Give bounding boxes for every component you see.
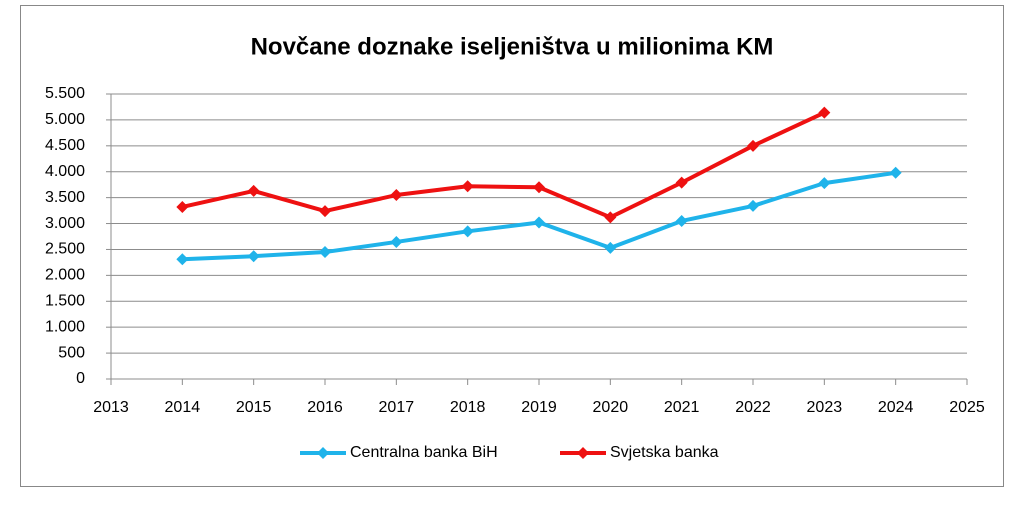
y-tick-label: 5.000 [45,111,85,128]
x-tick-label: 2021 [664,399,700,416]
y-tick-label: 4.000 [45,163,85,180]
x-tick-label: 2022 [735,399,771,416]
data-point [675,214,688,227]
chart-border [20,5,1004,487]
data-point [390,189,403,202]
data-point [319,246,331,259]
x-tick-label: 2014 [165,399,201,416]
x-tick-label: 2017 [379,399,415,416]
data-point [461,180,474,193]
y-tick-label: 1.500 [45,292,85,309]
legend-label: Svjetska banka [610,444,719,461]
data-point [533,181,545,194]
y-tick-label: 5.500 [45,85,85,102]
data-point [176,253,189,266]
y-tick-label: 3.500 [45,189,85,206]
data-point [247,184,260,197]
x-tick-label: 2023 [807,399,843,416]
data-point [747,139,759,152]
y-tick-label: 2.000 [45,267,85,284]
y-tick-label: 500 [58,344,85,361]
data-point [675,176,688,189]
data-point [390,235,403,248]
x-tick-label: 2019 [521,399,557,416]
data-point [461,225,474,238]
data-point [533,216,545,229]
y-tick-label: 1.000 [45,318,85,335]
y-tick-label: 3.000 [45,215,85,232]
y-tick-label: 4.500 [45,137,85,154]
data-point [889,166,902,179]
chart-title: Novčane doznake iseljeništva u milionima… [251,33,774,60]
x-tick-label: 2013 [93,399,129,416]
data-point [747,199,759,212]
data-point [319,205,331,218]
data-point [247,250,260,263]
data-point [176,200,189,213]
x-tick-label: 2020 [593,399,629,416]
data-point [818,177,831,190]
data-point [604,241,617,254]
x-tick-label: 2016 [307,399,343,416]
x-tick-label: 2025 [949,399,985,416]
data-point [818,106,831,119]
x-tick-label: 2018 [450,399,486,416]
x-tick-label: 2015 [236,399,272,416]
x-tick-label: 2024 [878,399,914,416]
legend-label: Centralna banka BiH [350,444,498,461]
legend-marker [317,447,329,459]
legend-marker [577,447,589,459]
data-point [604,211,617,224]
y-tick-label: 0 [76,370,85,387]
series-line [181,110,826,220]
y-tick-label: 2.500 [45,241,85,258]
